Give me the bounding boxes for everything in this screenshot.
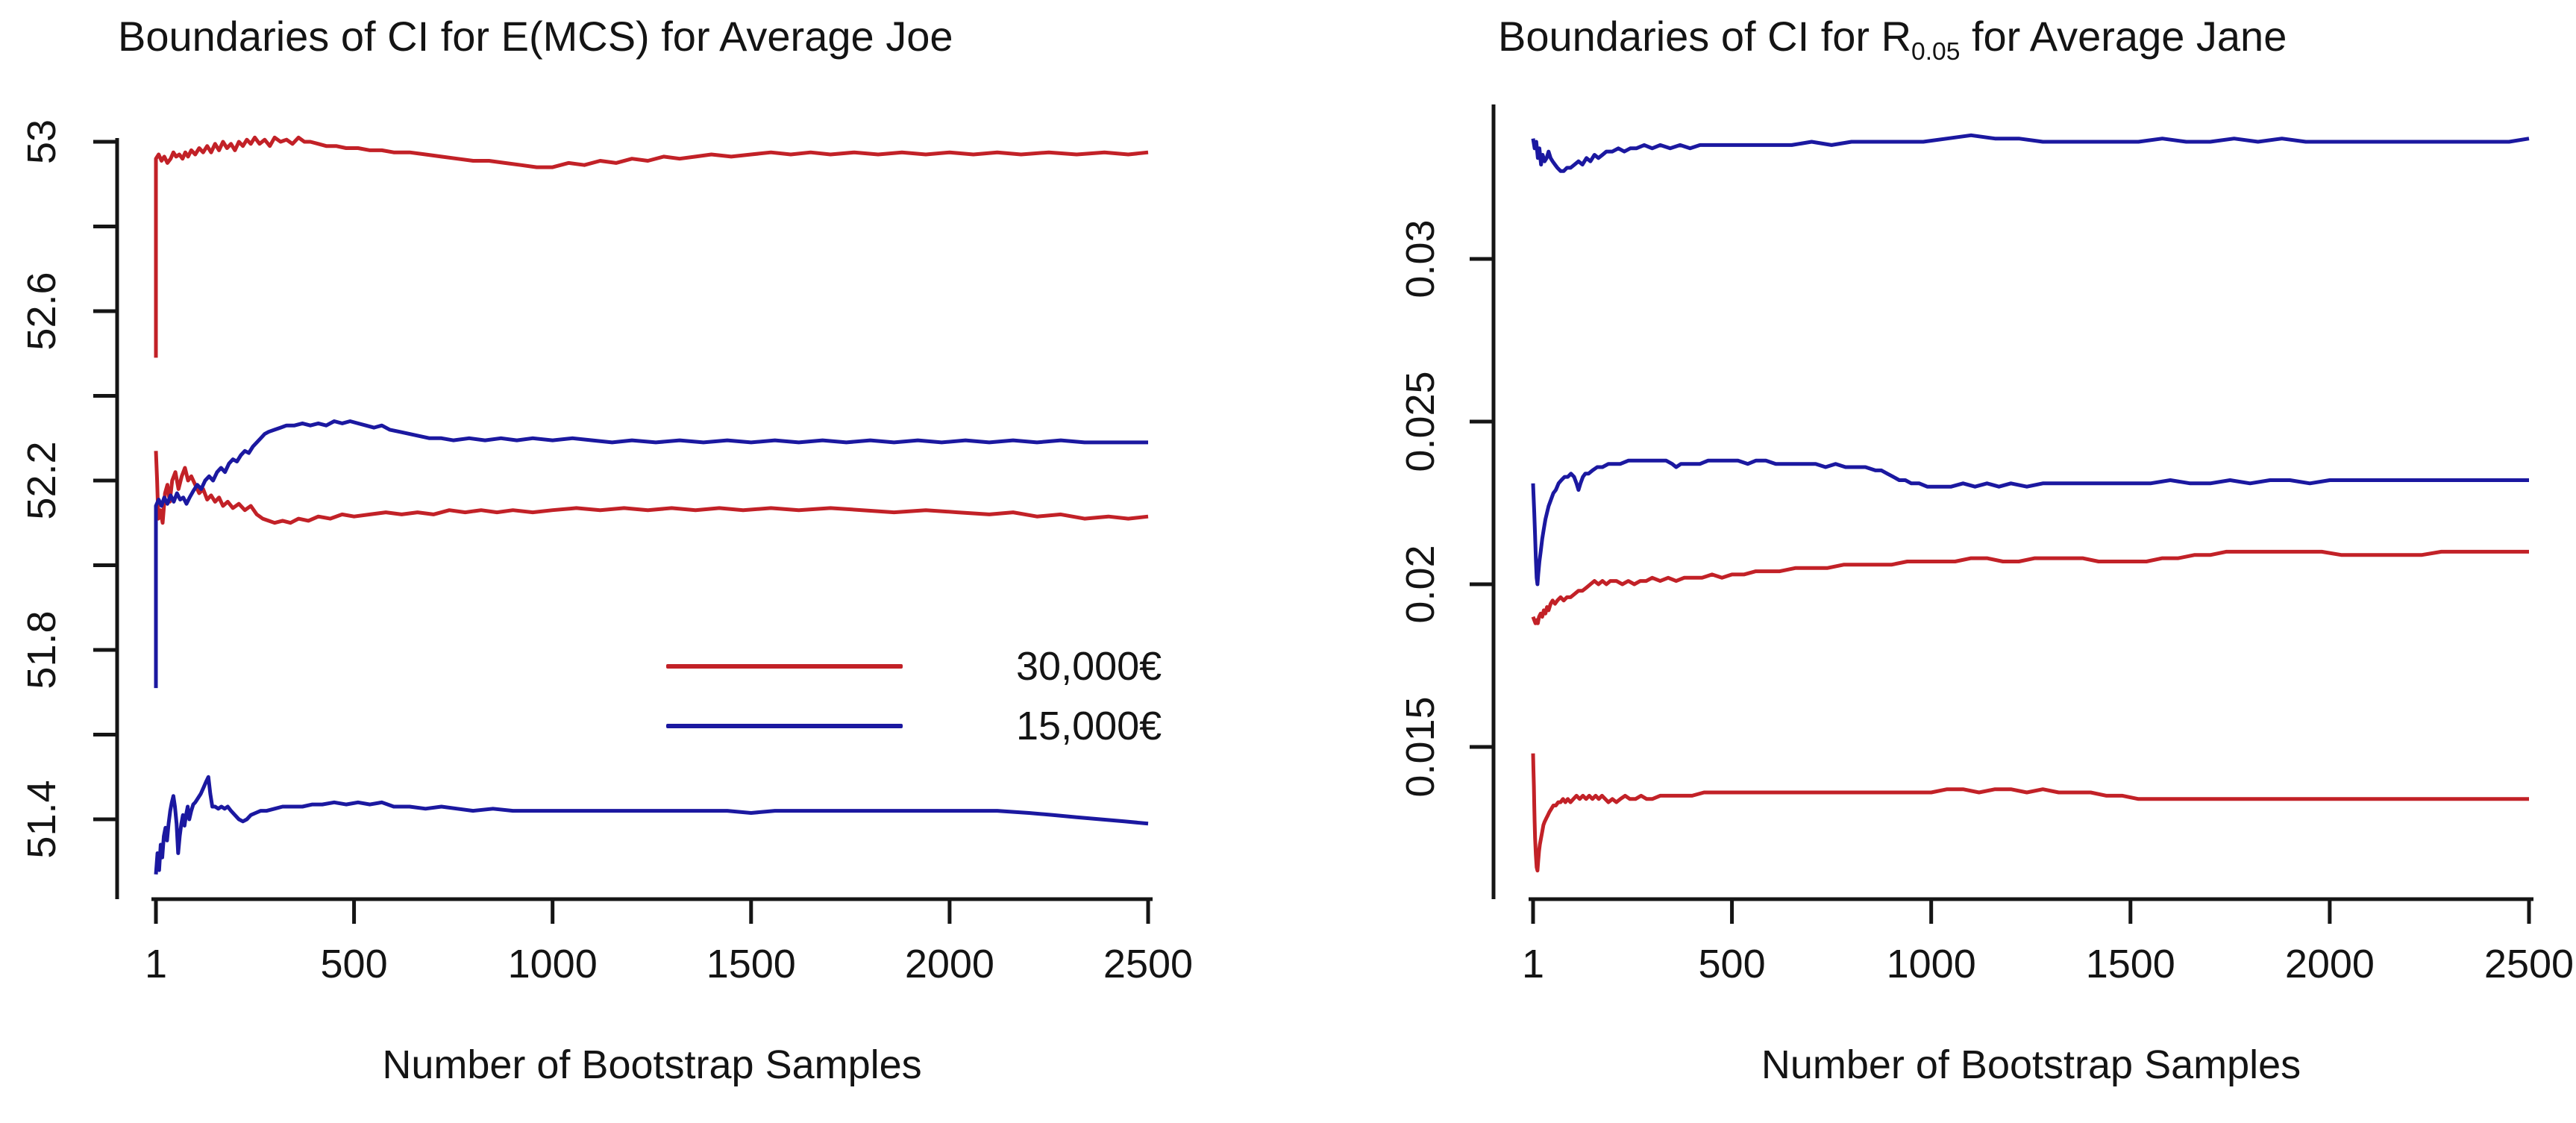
- left-x-tick-label: 1: [145, 942, 167, 986]
- right-series-line-red: [1531, 753, 2529, 873]
- left-x-tick-label: 500: [321, 942, 388, 986]
- right-chart-title-post: for Average Jane: [1960, 13, 2287, 60]
- legend-row-30000: 30,000€: [666, 636, 1162, 696]
- right-series-line-blue: [1531, 133, 2530, 173]
- left-series-line-red: [154, 135, 1149, 358]
- right-chart-title: Boundaries of CI for R0.05 for Average J…: [1498, 12, 2287, 66]
- right-x-tick-label: 500: [1699, 942, 1766, 986]
- right-series-line-red: [1531, 549, 2529, 625]
- right-series-line-blue: [1531, 458, 2529, 586]
- right-y-tick-label: 0.025: [1398, 371, 1443, 472]
- right-y-tick-label: 0.015: [1398, 696, 1443, 797]
- legend: 30,000€ 15,000€: [666, 636, 1162, 756]
- left-series-line-blue: [154, 419, 1148, 689]
- left-y-tick-label: 51.4: [19, 780, 64, 858]
- left-y-tick-label: 53: [19, 119, 64, 164]
- left-chart-title: Boundaries of CI for E(MCS) for Average …: [118, 13, 953, 60]
- left-y-tick-label: 52.6: [19, 272, 64, 350]
- left-y-tick-label: 51.8: [19, 610, 64, 689]
- left-y-tick-label: 52.2: [19, 441, 64, 519]
- right-x-tick-label: 1000: [1887, 942, 1976, 986]
- legend-line-sample-red: [666, 664, 903, 669]
- legend-line-sample-blue: [666, 724, 903, 728]
- right-y-tick-label: 0.03: [1398, 219, 1443, 298]
- left-series-line-red: [154, 451, 1149, 525]
- left-series-line-blue: [154, 775, 1149, 875]
- right-x-tick-label: 1500: [2086, 942, 2175, 986]
- right-x-tick-label: 1: [1522, 942, 1544, 986]
- right-chart-title-subscript: 0.05: [1911, 38, 1961, 66]
- left-x-tick-label: 2000: [905, 942, 994, 986]
- left-x-tick-label: 1000: [508, 942, 598, 986]
- right-y-tick-label: 0.02: [1398, 545, 1443, 623]
- left-x-axis-label: Number of Bootstrap Samples: [382, 1042, 922, 1087]
- right-x-tick-label: 2000: [2285, 942, 2375, 986]
- legend-label-30000: 30,000€: [1016, 644, 1162, 689]
- right-x-axis-label: Number of Bootstrap Samples: [1761, 1042, 2301, 1087]
- right-chart-title-pre: Boundaries of CI for R: [1498, 13, 1912, 60]
- right-x-tick-label: 2500: [2484, 942, 2574, 986]
- legend-label-15000: 15,000€: [1016, 704, 1162, 748]
- left-x-tick-label: 1500: [706, 942, 796, 986]
- legend-row-15000: 15,000€: [666, 696, 1162, 756]
- left-x-tick-label: 2500: [1103, 942, 1193, 986]
